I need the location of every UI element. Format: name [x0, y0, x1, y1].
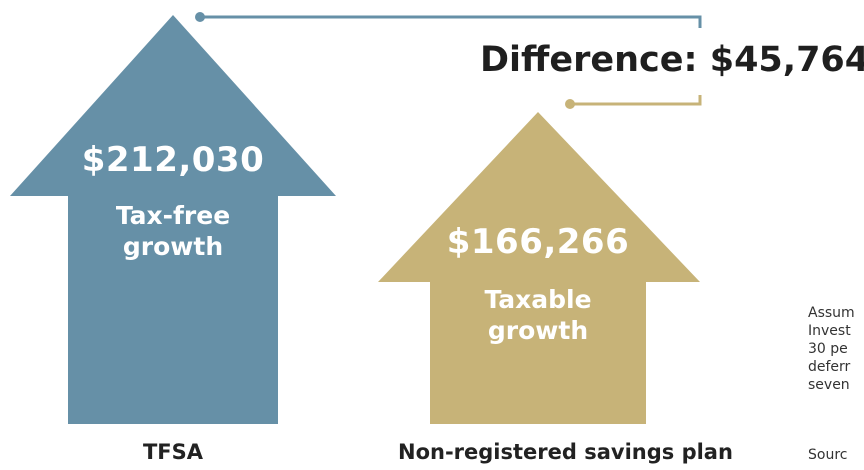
assumptions-note: Assum Invest 30 pe deferr seven	[808, 304, 864, 394]
source-note: Sourc	[808, 447, 848, 463]
non-registered-arrow-text: $166,266 Taxable growth	[430, 222, 646, 346]
difference-label: Difference: $45,764	[480, 40, 864, 80]
tfsa-growth-line1: Tax-free	[115, 201, 231, 230]
note-line: Assum	[808, 305, 855, 321]
tfsa-caption: TFSA	[142, 440, 204, 464]
non-registered-growth-line1: Taxable	[484, 285, 592, 314]
note-line: deferr	[808, 359, 851, 375]
tfsa-growth-line2: growth	[122, 232, 224, 261]
non-registered-growth-line2: growth	[487, 316, 589, 345]
tfsa-arrow-text: $212,030 Tax-free growth	[68, 140, 278, 262]
taxable-connector-line	[570, 95, 702, 106]
note-line: seven	[808, 377, 850, 393]
taxable-connector-dot	[565, 99, 575, 109]
non-registered-caption: Non-registered savings plan	[398, 440, 733, 464]
taxable-arrow	[378, 112, 700, 424]
note-line: Invest	[808, 323, 851, 339]
tfsa-connector-dot	[195, 12, 205, 22]
tfsa-arrow	[10, 15, 336, 424]
tfsa-amount: $212,030	[81, 140, 265, 180]
note-line: 30 pe	[808, 341, 848, 357]
non-registered-amount: $166,266	[446, 222, 630, 262]
tfsa-connector-line	[200, 15, 702, 28]
